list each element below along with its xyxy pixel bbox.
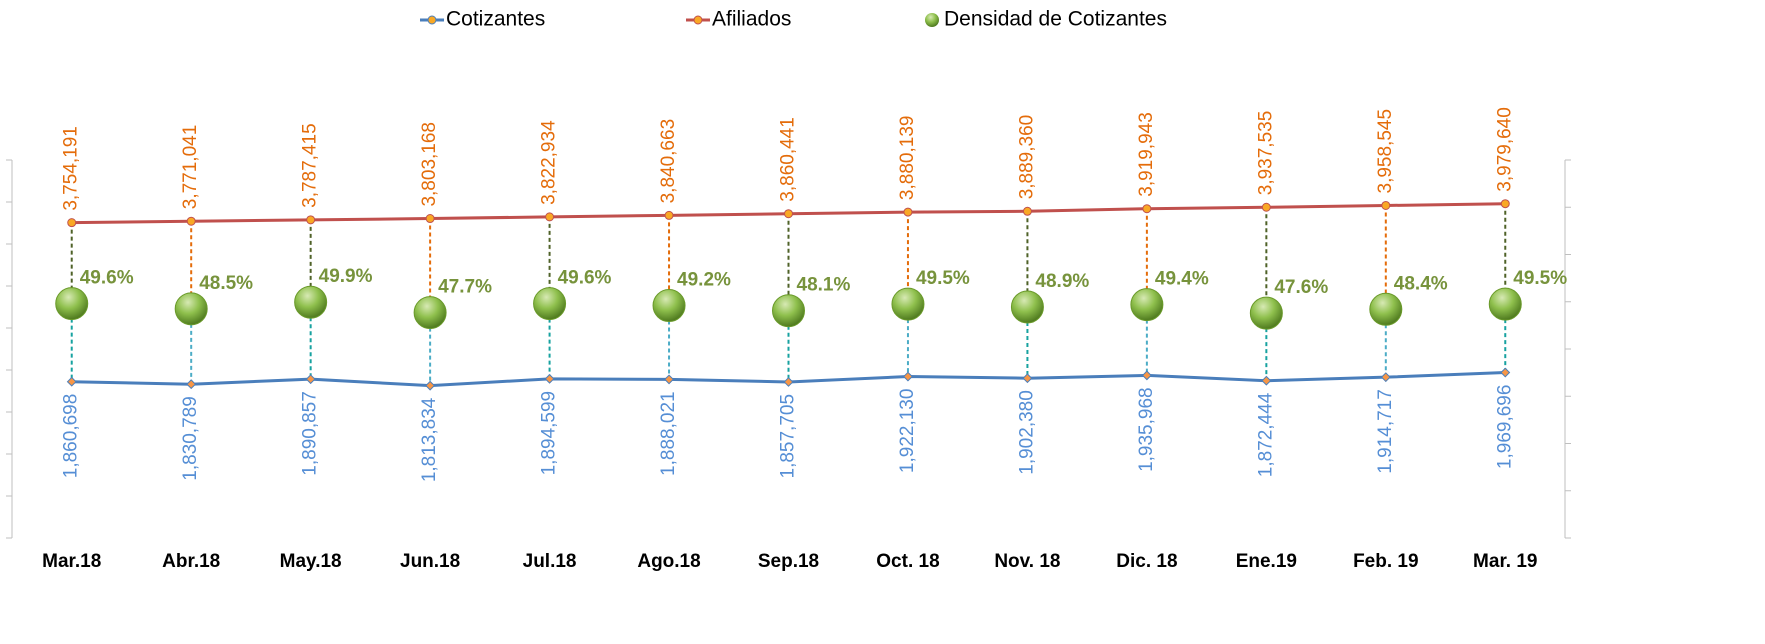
point: [664, 210, 674, 220]
data-label: 1,902,380: [1016, 390, 1037, 475]
data-label: 49.6%: [558, 268, 612, 289]
x-tick-label: Ene.19: [1236, 551, 1297, 572]
data-label: 3,958,545: [1375, 109, 1396, 194]
point: [305, 374, 316, 385]
data-label: 1,969,696: [1494, 385, 1515, 470]
data-label: 1,857,705: [778, 394, 799, 479]
data-label: 47.7%: [438, 277, 492, 298]
legend-marker: [693, 15, 703, 25]
point: [545, 212, 555, 222]
bubble: [1130, 288, 1164, 322]
x-tick-label: Abr.18: [162, 551, 220, 572]
data-label: 49.5%: [916, 268, 970, 289]
point: [1261, 375, 1272, 386]
data-label: 3,803,168: [419, 122, 440, 207]
x-tick-label: Mar.18: [42, 551, 101, 572]
data-label: 1,890,857: [300, 391, 321, 476]
data-label: 1,813,834: [419, 397, 440, 482]
data-label: 1,888,021: [658, 391, 679, 476]
bubble: [174, 292, 208, 326]
x-tick-label: Nov. 18: [994, 551, 1060, 572]
data-label: 48.4%: [1394, 273, 1448, 294]
bubble: [772, 294, 805, 328]
point: [425, 214, 435, 224]
point: [1022, 373, 1033, 384]
x-tick-label: Mar. 19: [1473, 551, 1537, 572]
x-tick-label: Sep.18: [758, 551, 819, 572]
point: [306, 215, 316, 225]
point: [1500, 199, 1510, 209]
point: [1261, 202, 1271, 212]
point: [783, 377, 794, 387]
data-label: 1,872,444: [1255, 392, 1276, 477]
data-label: 3,787,415: [300, 123, 321, 208]
data-label: 49.9%: [319, 266, 373, 287]
data-label: 49.4%: [1155, 269, 1209, 290]
bubble: [533, 287, 567, 321]
point: [67, 218, 77, 228]
data-label: 3,822,934: [539, 120, 560, 205]
data-label: 1,894,599: [539, 391, 560, 476]
bubble: [55, 287, 89, 321]
point: [1380, 372, 1391, 383]
point: [1141, 370, 1152, 381]
legend-label: Cotizantes: [446, 8, 545, 31]
bubble: [1249, 296, 1283, 330]
data-label: 1,935,968: [1136, 387, 1157, 472]
data-label: 49.6%: [80, 268, 134, 289]
point: [1381, 200, 1391, 210]
x-tick-label: May.18: [280, 551, 342, 572]
bubble: [1369, 292, 1403, 326]
data-label: 3,771,041: [180, 125, 201, 210]
data-label: 3,919,943: [1136, 112, 1157, 197]
data-label: 1,830,789: [180, 396, 201, 481]
data-label: 3,979,640: [1494, 107, 1515, 192]
point: [784, 209, 793, 219]
legend-label: Densidad de Cotizantes: [944, 8, 1167, 31]
data-label: 47.6%: [1274, 277, 1328, 298]
data-label: 1,922,130: [897, 389, 918, 474]
data-label: 49.2%: [677, 270, 731, 291]
legend-label: Afiliados: [712, 8, 791, 31]
data-label: 1,860,698: [61, 394, 82, 479]
bubble: [294, 285, 328, 319]
point: [1022, 206, 1032, 216]
x-tick-label: Jun.18: [400, 551, 460, 572]
point: [425, 380, 436, 391]
bubble: [652, 289, 686, 323]
data-label: 48.5%: [199, 273, 253, 294]
x-tick-label: Jul.18: [523, 551, 577, 572]
point: [1500, 367, 1511, 378]
data-label: 48.1%: [797, 275, 851, 296]
legend-marker: [925, 13, 939, 27]
point: [903, 207, 913, 217]
data-label: 48.9%: [1035, 271, 1089, 292]
data-label: 3,880,139: [897, 116, 918, 201]
point: [903, 371, 913, 382]
x-tick-label: Ago.18: [637, 551, 700, 572]
x-tick-label: Feb. 19: [1353, 551, 1418, 572]
bubble: [1010, 290, 1044, 324]
data-label: 49.5%: [1513, 268, 1567, 289]
point: [1142, 204, 1152, 214]
data-label: 3,889,360: [1016, 115, 1037, 200]
data-label: 3,840,663: [658, 119, 679, 204]
x-tick-label: Dic. 18: [1116, 551, 1177, 572]
data-label: 3,754,191: [61, 126, 82, 211]
x-tick-label: Oct. 18: [876, 551, 939, 572]
legend-marker: [427, 15, 437, 25]
bubble: [1488, 287, 1522, 321]
point: [186, 216, 196, 226]
data-label: 3,860,441: [778, 117, 799, 202]
point: [186, 379, 197, 390]
data-label: 1,914,717: [1375, 389, 1396, 474]
point: [664, 374, 674, 385]
point: [544, 373, 555, 384]
point: [66, 376, 77, 387]
bubble: [413, 296, 447, 330]
bubble: [891, 287, 925, 321]
data-label: 3,937,535: [1255, 111, 1276, 196]
